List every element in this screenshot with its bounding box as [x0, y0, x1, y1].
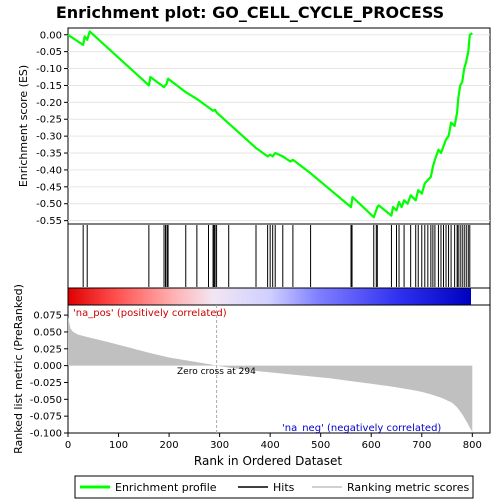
es-ytick-label: -0.40 [36, 165, 62, 176]
es-ytick-label: -0.35 [36, 149, 62, 160]
legend-label-enrichment: Enrichment profile [115, 481, 217, 494]
metric-ytick-label: -0.050 [30, 395, 62, 406]
es-ytick-label: 0.00 [40, 30, 62, 41]
metric-ytick-label: -0.025 [30, 378, 62, 389]
x-tick-label: 600 [362, 440, 381, 451]
x-tick-label: 400 [261, 440, 280, 451]
chart-title: Enrichment plot: GO_CELL_CYCLE_PROCESS [56, 3, 444, 22]
metric-ytick-label: 0.025 [33, 344, 62, 355]
es-ytick-label: -0.05 [36, 47, 62, 58]
enrichment-profile-line [67, 30, 473, 219]
es-ylabel: Enrichment score (ES) [17, 65, 30, 187]
metric-ytick-label: 0.000 [33, 361, 62, 372]
legend-box [74, 475, 474, 499]
zero-cross-label: Zero cross at 294 [177, 367, 256, 377]
metric-ytick-label: -0.100 [30, 429, 62, 440]
legend-label-hits: Hits [273, 481, 295, 494]
es-ytick-label: -0.45 [36, 182, 62, 193]
x-tick-label: 100 [109, 440, 128, 451]
x-tick-label: 300 [210, 440, 229, 451]
es-ytick-label: -0.50 [36, 199, 62, 210]
es-ytick-label: -0.25 [36, 115, 62, 126]
x-tick-label: 800 [463, 440, 482, 451]
es-ytick-label: -0.55 [36, 216, 62, 227]
es-ytick-label: -0.30 [36, 132, 62, 143]
es-ytick-label: -0.10 [36, 64, 62, 75]
legend-label-metric: Ranking metric scores [347, 481, 469, 494]
x-tick-label: 500 [311, 440, 330, 451]
positive-correlation-label: 'na_pos' (positively correlated) [73, 308, 227, 319]
es-ytick-label: -0.20 [36, 98, 62, 109]
negative-correlation-label: 'na_neg' (negatively correlated) [282, 423, 441, 434]
x-tick-label: 0 [65, 440, 71, 451]
metric-ylabel: Ranked list metric (PreRanked) [12, 284, 25, 454]
x-tick-label: 200 [160, 440, 179, 451]
x-axis-label: Rank in Ordered Dataset [194, 454, 342, 468]
hits-panel-frame [67, 223, 491, 289]
x-tick-label: 700 [412, 440, 431, 451]
ranking-metric-area [68, 317, 473, 432]
metric-ytick-label: 0.050 [33, 327, 62, 338]
metric-ytick-label: 0.075 [33, 311, 62, 322]
es-panel-frame [67, 27, 491, 225]
metric-ytick-label: -0.075 [30, 412, 62, 423]
rank-color-band [68, 288, 471, 305]
es-ytick-label: -0.15 [36, 81, 62, 92]
